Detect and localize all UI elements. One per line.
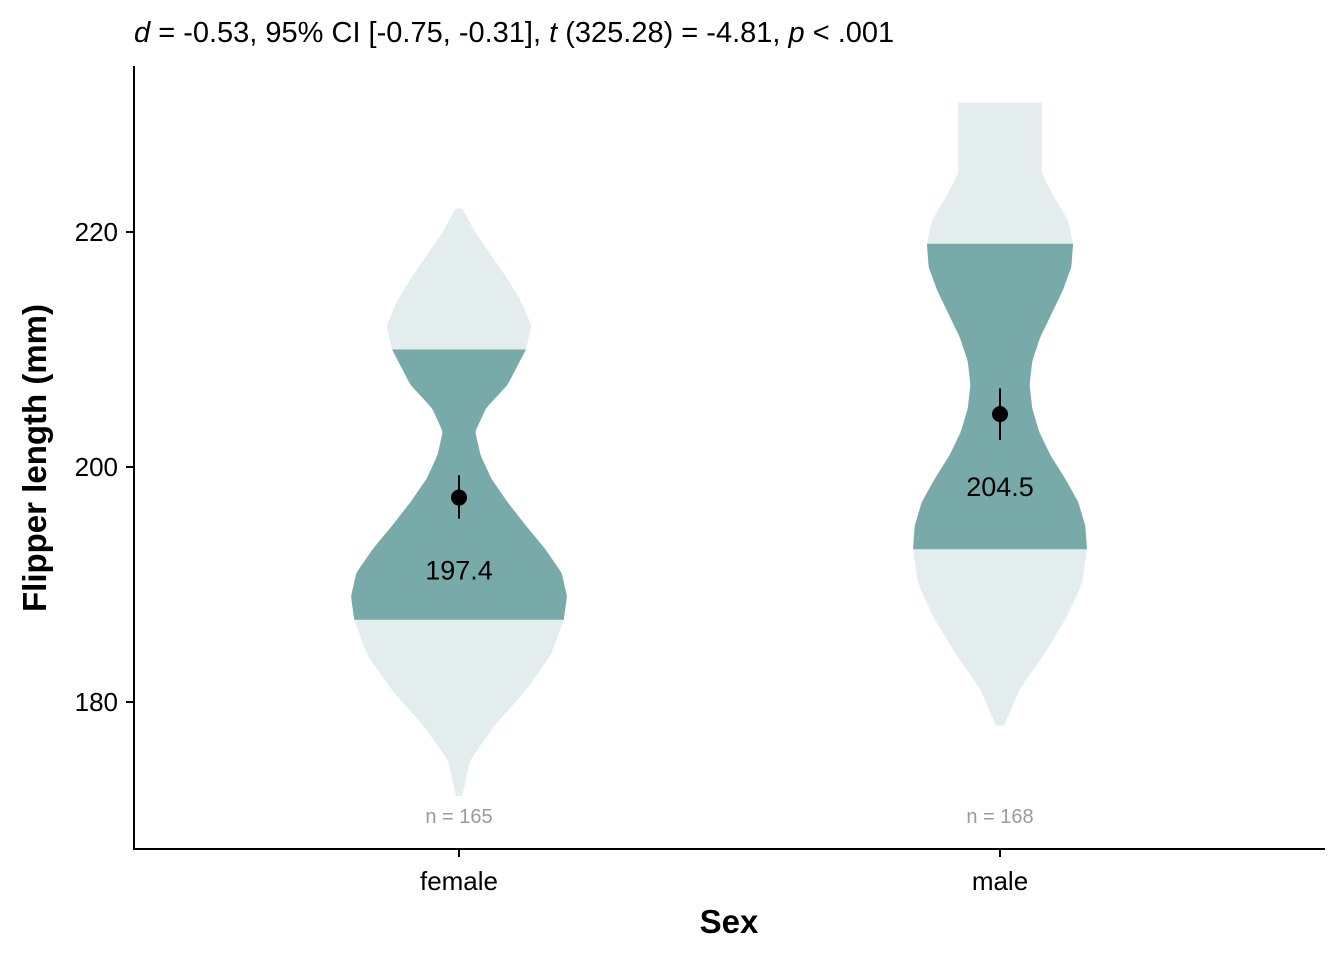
- mean-point-male: [992, 406, 1008, 423]
- subtitle-p-text: < .001: [805, 17, 895, 49]
- violin-group-male: 204.5 n = 168: [913, 102, 1087, 828]
- x-tick-label-female: female: [420, 866, 498, 896]
- plot-area: 197.4 n = 165 204.5 n = 168: [351, 102, 1087, 828]
- x-tick-label-male: male: [972, 866, 1028, 896]
- x-axis-title: Sex: [700, 903, 759, 940]
- y-axis-ticks: 180 200 220: [75, 217, 134, 717]
- y-tick-label-180: 180: [75, 687, 118, 717]
- y-tick-label-200: 200: [75, 452, 118, 482]
- mean-label-male: 204.5: [966, 472, 1034, 502]
- chart-subtitle: d = -0.53, 95% CI [-0.75, -0.31], t (325…: [134, 17, 894, 49]
- subtitle-t-text: (325.28) = -4.81,: [557, 17, 788, 49]
- n-label-female: n = 165: [425, 806, 492, 828]
- y-axis-title: Flipper length (mm): [16, 304, 53, 612]
- violin-group-female: 197.4 n = 165: [351, 208, 567, 828]
- n-label-male: n = 168: [966, 806, 1033, 828]
- subtitle-t-symbol: t: [549, 17, 559, 49]
- subtitle-p-symbol: p: [788, 17, 805, 49]
- mean-label-female: 197.4: [425, 556, 493, 586]
- y-tick-label-220: 220: [75, 217, 118, 247]
- x-axis-ticks: female male: [420, 849, 1028, 896]
- subtitle-d-text: = -0.53, 95% CI [-0.75, -0.31],: [150, 17, 549, 49]
- subtitle-d-symbol: d: [134, 17, 151, 49]
- mean-point-female: [451, 489, 467, 506]
